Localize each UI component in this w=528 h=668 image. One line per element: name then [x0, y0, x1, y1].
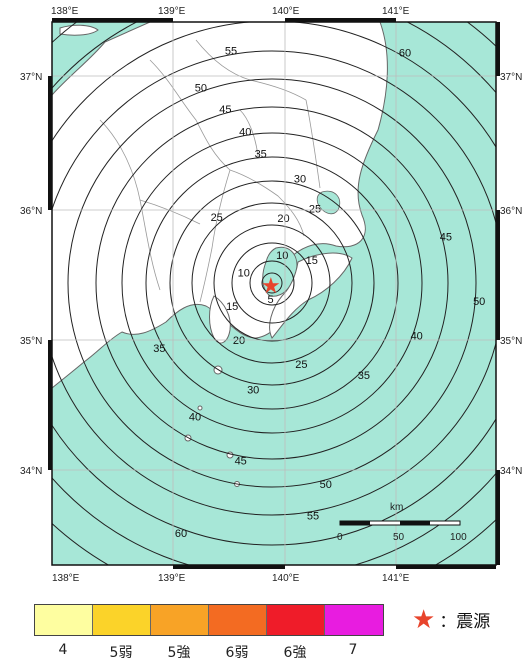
- intensity-label: 5強: [167, 645, 191, 661]
- contour-label: 35: [255, 149, 267, 161]
- longitude-label-top: 138°E: [51, 6, 79, 17]
- contour-line: [121, 132, 423, 434]
- island: [197, 405, 203, 411]
- intensity-swatch-7: [325, 605, 383, 635]
- scale-unit: km: [390, 502, 403, 513]
- contour-label: 60: [175, 528, 187, 540]
- contour-label: 50: [320, 479, 332, 491]
- latitude-label-left: 35°N: [20, 336, 42, 347]
- contour-label: 55: [225, 46, 237, 58]
- intensity-color-scale: [34, 604, 384, 636]
- longitude-label-top: 141°E: [382, 6, 410, 17]
- contour-label: 20: [233, 335, 245, 347]
- contour-line: [231, 242, 313, 324]
- intensity-swatch-5-upper: [151, 605, 209, 635]
- epicenter-label: ：震源: [439, 611, 491, 632]
- contour-label: 20: [277, 213, 289, 225]
- land-izu: [209, 295, 231, 344]
- contour-label: 45: [235, 455, 247, 467]
- contour-label: 15: [226, 301, 238, 313]
- intensity-swatch-6-upper: [267, 605, 325, 635]
- longitude-label-bottom: 141°E: [382, 573, 410, 584]
- contour-label: 25: [309, 204, 321, 216]
- contour-label: 25: [211, 212, 223, 224]
- latitude-label-right: 35°N: [500, 336, 522, 347]
- contour-line: [52, 22, 496, 546]
- latitude-label-left: 34°N: [20, 466, 42, 477]
- contour-label: 45: [219, 104, 231, 116]
- epicenter-key: ★ ：震源: [412, 606, 490, 632]
- contour-label: 50: [473, 296, 485, 308]
- contour-line: [213, 224, 331, 342]
- intensity-label: 7: [348, 642, 358, 658]
- contour-label: 35: [358, 370, 370, 382]
- contour-line: [67, 78, 477, 488]
- latitude-label-right: 36°N: [500, 206, 522, 217]
- land-boso: [269, 252, 353, 339]
- intensity-swatch-4: [35, 605, 93, 635]
- contour-label: 30: [247, 384, 259, 396]
- contour-label: 35: [153, 343, 165, 355]
- contour-label: 55: [307, 510, 319, 522]
- longitude-label-bottom: 138°E: [52, 573, 80, 584]
- longitude-label-bottom: 140°E: [272, 573, 300, 584]
- intensity-label: 6強: [283, 645, 307, 661]
- contour-label: 50: [195, 83, 207, 95]
- contour-label: 25: [295, 359, 307, 371]
- intensity-swatch-6-lower: [209, 605, 267, 635]
- contour-label: 15: [306, 255, 318, 267]
- intensity-label: 5弱: [109, 645, 133, 661]
- contour-label: 45: [440, 231, 452, 243]
- contour-label: 5: [268, 294, 274, 306]
- intensity-label: 6弱: [225, 645, 249, 661]
- contour-line: [249, 260, 295, 306]
- graticule: [52, 22, 496, 565]
- latitude-label-right: 37°N: [500, 72, 522, 83]
- latitude-label-left: 36°N: [20, 206, 42, 217]
- star-icon: ★: [261, 274, 281, 299]
- contour-line: [145, 156, 399, 410]
- contour-label: 10: [238, 268, 250, 280]
- contour-line: [169, 180, 375, 386]
- contour-labels: 5 10 10 15 15 20 20 25 25 25 30 30 35 35 35 40 40 40 45 45 4…: [31, 46, 485, 540]
- latitude-label-right: 34°N: [500, 466, 522, 477]
- contour-line: [95, 106, 449, 460]
- scale-bar: km 0 50 100: [337, 502, 467, 543]
- longitude-label-top: 140°E: [272, 6, 300, 17]
- intensity-label: 4: [58, 642, 68, 658]
- contour-label: 10: [276, 250, 288, 262]
- seismic-intensity-map: 5 10 10 15 15 20 20 25 25 25 30 30 35 35 35 40 40 40 45 45 4…: [20, 6, 522, 584]
- tokyo-bay: [262, 246, 298, 297]
- contour-label: 40: [239, 126, 251, 138]
- contour-label: 30: [294, 174, 306, 186]
- star-icon: ★: [412, 604, 436, 634]
- contour-line: [261, 272, 283, 294]
- scale-tick-label: 50: [393, 532, 405, 543]
- scale-tick-label: 0: [337, 532, 343, 543]
- contour-line: [52, 50, 496, 516]
- longitude-label-bottom: 139°E: [158, 573, 186, 584]
- contour-label: 40: [189, 411, 201, 423]
- latitude-label-left: 37°N: [20, 72, 42, 83]
- intensity-legend: 4 5弱 5強 6弱 6強 7 ★ ：震源: [34, 604, 524, 664]
- contour-lines: [52, 22, 496, 565]
- contour-label: 40: [411, 331, 423, 343]
- longitude-label-top: 139°E: [158, 6, 186, 17]
- contour-line: [191, 202, 353, 364]
- intensity-swatch-5-lower: [93, 605, 151, 635]
- frame-ticks: [48, 18, 500, 569]
- contour-label: 55: [31, 257, 43, 269]
- lake-kasumigaura: [316, 190, 341, 215]
- scale-tick-label: 100: [450, 532, 467, 543]
- contour-label: 60: [399, 48, 411, 60]
